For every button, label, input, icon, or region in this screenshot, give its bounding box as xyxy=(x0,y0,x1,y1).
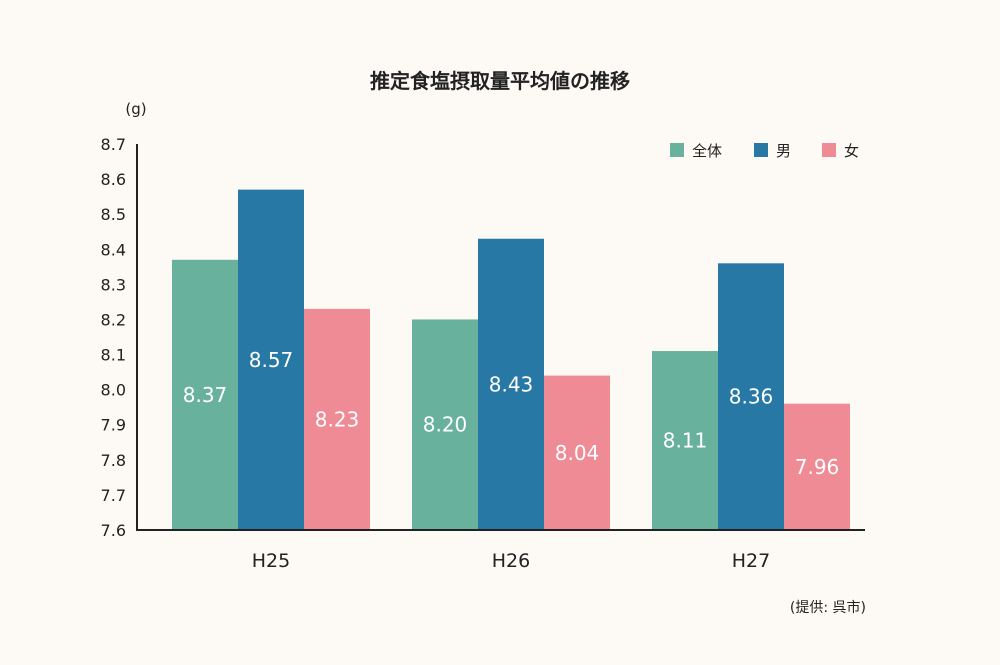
x-axis-labels: H25 H26 H27 xyxy=(252,550,770,572)
x-tick-label: H27 xyxy=(732,550,770,572)
axes xyxy=(136,144,865,531)
y-tick-label: 8.0 xyxy=(101,381,126,400)
bar-value-label: 7.96 xyxy=(795,455,840,479)
y-tick-label: 8.1 xyxy=(101,346,126,365)
y-tick-label: 7.7 xyxy=(101,486,126,505)
bar-value-label: 8.20 xyxy=(423,413,468,437)
source-note: (提供: 呉市) xyxy=(790,599,866,616)
bar xyxy=(718,263,784,530)
bar xyxy=(544,375,610,530)
y-tick-label: 8.2 xyxy=(101,310,126,329)
bars-group: 8.37 8.57 8.23 8.20 8.43 8.04 8.11 8.36 7.96 xyxy=(172,189,850,531)
bar-value-label: 8.36 xyxy=(729,385,774,409)
bar xyxy=(652,351,718,530)
bar-value-label: 8.23 xyxy=(315,407,360,431)
bar-value-label: 8.37 xyxy=(183,383,228,407)
legend-swatch xyxy=(822,143,836,157)
y-tick-label: 7.9 xyxy=(101,416,126,435)
y-axis-ticks: 7.6 7.7 7.8 7.9 8.0 8.1 8.2 8.3 8.4 8.5 8.6 8.7 xyxy=(101,135,126,540)
legend-label: 女 xyxy=(844,142,859,160)
y-axis-unit-label: (g) xyxy=(125,100,146,118)
legend-label: 男 xyxy=(776,142,791,160)
y-tick-label: 7.6 xyxy=(101,521,126,540)
x-tick-label: H26 xyxy=(492,550,530,572)
bar xyxy=(238,189,304,531)
bar-value-label: 8.43 xyxy=(489,372,534,396)
chart-title: 推定食塩摂取量平均値の推移 xyxy=(370,69,630,93)
bar xyxy=(784,403,850,530)
legend-swatch xyxy=(754,143,768,157)
legend-label: 全体 xyxy=(692,142,722,160)
bar-value-label: 8.04 xyxy=(555,441,600,465)
y-tick-label: 8.5 xyxy=(101,205,126,224)
bar-value-label: 8.11 xyxy=(663,429,708,453)
bar-value-label: 8.57 xyxy=(249,348,294,372)
bar xyxy=(304,308,370,530)
y-tick-label: 8.4 xyxy=(101,240,126,259)
y-tick-label: 8.3 xyxy=(101,275,126,294)
x-tick-label: H25 xyxy=(252,550,290,572)
y-tick-label: 8.7 xyxy=(101,135,126,154)
legend: 全体 男 女 xyxy=(670,142,859,160)
bar xyxy=(412,319,478,530)
bar xyxy=(478,238,544,530)
y-tick-label: 8.6 xyxy=(101,170,126,189)
y-tick-label: 7.8 xyxy=(101,451,126,470)
bar xyxy=(172,259,238,530)
legend-swatch xyxy=(670,143,684,157)
